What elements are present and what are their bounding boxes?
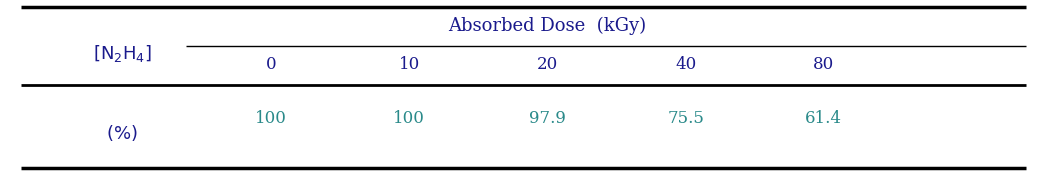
Text: 40: 40 [675, 56, 696, 73]
Text: Absorbed Dose  (kGy): Absorbed Dose (kGy) [449, 16, 646, 35]
Text: 100: 100 [255, 110, 287, 127]
Text: 80: 80 [813, 56, 834, 73]
Text: 75.5: 75.5 [668, 110, 704, 127]
Text: 20: 20 [537, 56, 558, 73]
Text: 0: 0 [266, 56, 276, 73]
Text: 61.4: 61.4 [806, 110, 842, 127]
Text: 10: 10 [399, 56, 420, 73]
Text: 97.9: 97.9 [529, 110, 566, 127]
Text: 100: 100 [393, 110, 425, 127]
Text: $[\mathrm{N_2H_4}]$: $[\mathrm{N_2H_4}]$ [92, 43, 152, 64]
Text: $(\%)$: $(\%)$ [106, 123, 138, 143]
